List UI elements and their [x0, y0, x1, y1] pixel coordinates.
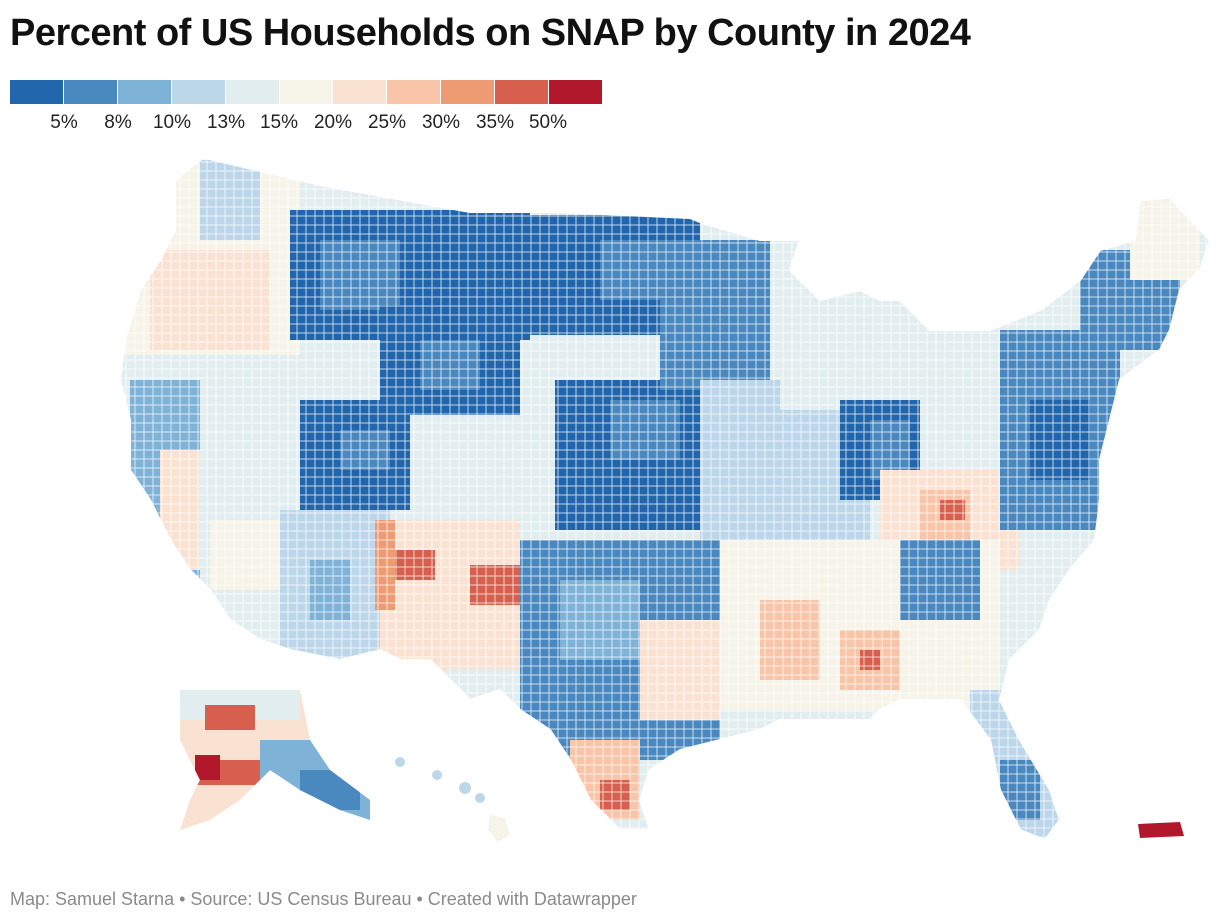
legend-label: 8%	[104, 112, 132, 133]
contiguous-us	[119, 157, 1211, 841]
legend-label: 25%	[367, 112, 407, 133]
legend-label: 35%	[475, 112, 515, 133]
legend-labels: 5% 8% 10% 13% 15% 20% 25% 30% 35% 50%	[10, 112, 602, 136]
page-title: Percent of US Households on SNAP by Coun…	[10, 12, 971, 54]
legend-swatch	[63, 80, 117, 104]
us-county-choropleth-map[interactable]	[0, 150, 1220, 860]
legend-label: 20%	[313, 112, 353, 133]
source-credit: Map: Samuel Starna • Source: US Census B…	[10, 889, 637, 909]
legend-label: 5%	[50, 112, 78, 133]
legend-color-bar	[10, 80, 602, 104]
legend-label: 50%	[528, 112, 568, 133]
legend-swatch	[441, 80, 495, 104]
legend-label: 13%	[206, 112, 246, 133]
legend-swatch	[333, 80, 387, 104]
legend-label: 30%	[421, 112, 461, 133]
legend-swatch	[279, 80, 333, 104]
puerto-rico	[1138, 822, 1184, 838]
legend-label: 10%	[152, 112, 192, 133]
legend-label: 15%	[259, 112, 299, 133]
legend-swatch	[117, 80, 171, 104]
alaska	[180, 690, 370, 830]
hawaii	[395, 757, 510, 842]
legend-swatch	[225, 80, 279, 104]
legend-swatch	[549, 80, 602, 104]
legend-swatch	[495, 80, 549, 104]
legend-swatch	[10, 80, 63, 104]
legend-swatch	[387, 80, 441, 104]
color-legend: 5% 8% 10% 13% 15% 20% 25% 30% 35% 50%	[10, 80, 602, 133]
legend-swatch	[171, 80, 225, 104]
